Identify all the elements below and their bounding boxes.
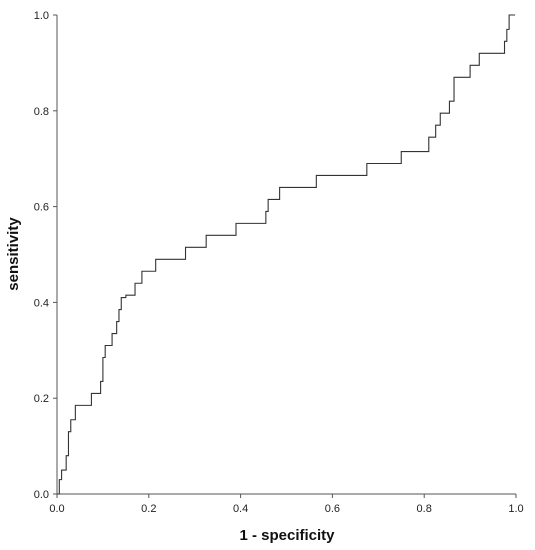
roc-curve-series-0 [57, 14, 516, 495]
x-tick-label: 0.6 [325, 503, 340, 515]
curve-layer [57, 14, 516, 495]
y-tick-label: 1.0 [34, 10, 49, 22]
ticks: 0.0 0.2 0.4 0.6 0.8 1.0 0.0 0.2 0.4 0.6 0.8 1.0 [34, 10, 524, 515]
y-tick-label: 0.0 [34, 489, 49, 501]
x-tick-label: 0.0 [49, 503, 64, 515]
y-tick-label: 0.8 [34, 106, 49, 118]
y-tick-label: 0.4 [34, 297, 49, 309]
y-tick-label: 0.6 [34, 202, 49, 214]
x-tick-label: 1.0 [508, 503, 523, 515]
axes [56, 15, 516, 495]
x-axis-title: 1 - specificity [239, 527, 335, 544]
x-tick-label: 0.4 [233, 503, 248, 515]
x-tick-label: 0.8 [417, 503, 432, 515]
y-axis-title: sensitivity [5, 217, 22, 291]
y-tick-label: 0.2 [34, 393, 49, 405]
x-tick-label: 0.2 [141, 503, 156, 515]
